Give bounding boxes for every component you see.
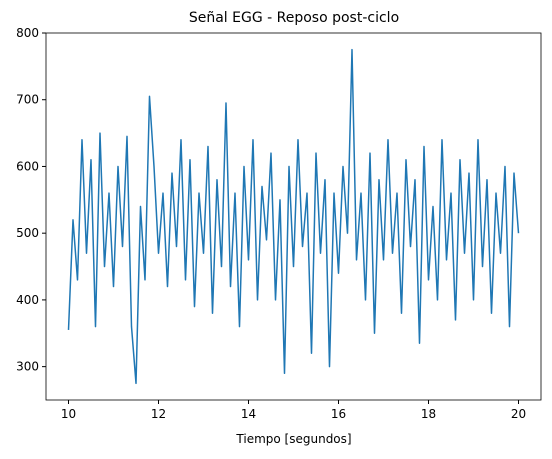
y-tick-label: 600 bbox=[16, 159, 39, 173]
y-tick-label: 300 bbox=[16, 360, 39, 374]
x-tick-label: 16 bbox=[331, 407, 346, 421]
y-tick-label: 800 bbox=[16, 26, 39, 40]
chart-title: Señal EGG - Reposo post-ciclo bbox=[189, 10, 399, 26]
x-tick-label: 12 bbox=[151, 407, 166, 421]
x-tick-label: 14 bbox=[241, 407, 256, 421]
plot-frame bbox=[45, 32, 542, 401]
y-tick-label: 700 bbox=[16, 93, 39, 107]
y-tick-label: 400 bbox=[16, 293, 39, 307]
x-axis-label: Tiempo [segundos] bbox=[235, 432, 351, 446]
x-tick-label: 18 bbox=[421, 407, 436, 421]
y-tick-label: 500 bbox=[16, 226, 39, 240]
x-tick-label: 10 bbox=[61, 407, 76, 421]
x-tick-label: 20 bbox=[511, 407, 526, 421]
signal-line bbox=[67, 48, 520, 385]
